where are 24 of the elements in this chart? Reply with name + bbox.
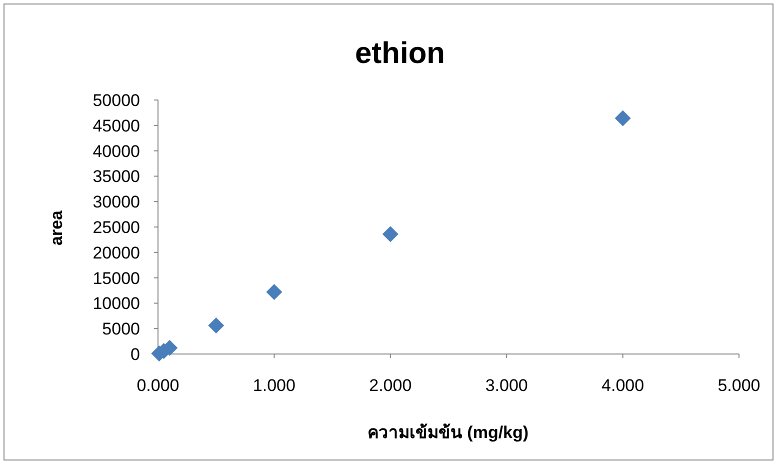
y-tick-label: 35000: [92, 167, 140, 186]
y-tick-label: 50000: [92, 91, 140, 110]
y-tick-label: 0: [130, 345, 140, 364]
chart-title: ethion: [355, 37, 445, 70]
y-tick-label: 15000: [92, 268, 140, 288]
point: [266, 284, 282, 300]
x-tick-label: 2.000: [369, 376, 412, 395]
y-tick-label: 10000: [92, 294, 140, 314]
y-tick-label: 45000: [92, 116, 140, 136]
y-tick-label: 40000: [92, 142, 140, 161]
point: [208, 318, 224, 334]
y-axis-title: area: [47, 210, 66, 246]
point: [382, 226, 398, 242]
x-tick-label: 0.000: [136, 376, 180, 395]
x-tick-label: 4.000: [602, 376, 644, 395]
x-axis-title: ความเข้มข้น (mg/kg): [367, 423, 529, 442]
x-tick-label: 5.000: [718, 376, 760, 395]
y-tick-label: 20000: [92, 243, 140, 262]
y-tick-label: 30000: [92, 192, 140, 212]
y-tick-label: 5000: [102, 320, 140, 339]
point: [614, 110, 631, 126]
y-tick-label: 25000: [92, 218, 140, 237]
x-tick-label: 3.000: [485, 376, 528, 395]
x-tick-label: 1.000: [252, 376, 296, 395]
